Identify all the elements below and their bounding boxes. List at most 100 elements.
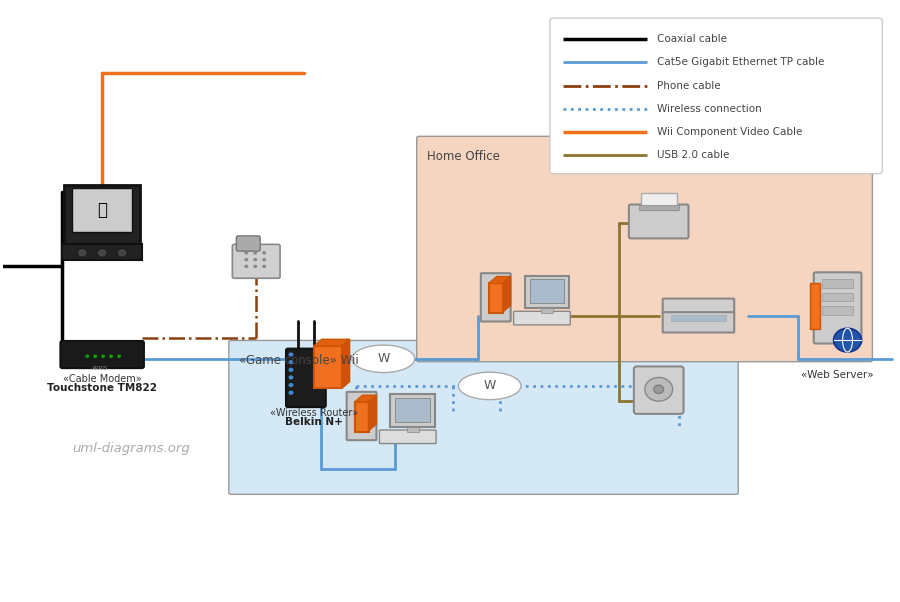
- Circle shape: [289, 352, 293, 356]
- Text: W: W: [377, 352, 390, 365]
- Circle shape: [653, 385, 663, 394]
- FancyBboxPatch shape: [346, 392, 376, 440]
- FancyBboxPatch shape: [550, 18, 882, 174]
- FancyBboxPatch shape: [62, 244, 142, 259]
- FancyBboxPatch shape: [615, 568, 659, 595]
- Circle shape: [253, 251, 257, 255]
- FancyBboxPatch shape: [639, 205, 679, 209]
- Polygon shape: [355, 396, 376, 402]
- Circle shape: [86, 355, 89, 358]
- Text: Cat5e Gigabit Ethernet TP cable: Cat5e Gigabit Ethernet TP cable: [657, 57, 824, 67]
- Text: uml-diagrams.org: uml-diagrams.org: [72, 442, 190, 455]
- FancyBboxPatch shape: [286, 349, 326, 407]
- Polygon shape: [489, 276, 510, 284]
- Text: Phone cable: Phone cable: [657, 81, 721, 91]
- Circle shape: [289, 360, 293, 364]
- FancyBboxPatch shape: [511, 566, 567, 598]
- Circle shape: [117, 355, 121, 358]
- FancyBboxPatch shape: [237, 236, 260, 251]
- FancyBboxPatch shape: [65, 185, 140, 244]
- FancyBboxPatch shape: [408, 583, 429, 602]
- FancyBboxPatch shape: [659, 565, 670, 600]
- FancyBboxPatch shape: [525, 276, 570, 308]
- FancyBboxPatch shape: [232, 244, 280, 278]
- Circle shape: [833, 328, 861, 352]
- FancyBboxPatch shape: [310, 600, 330, 602]
- Text: Home Office: Home Office: [427, 150, 500, 163]
- FancyBboxPatch shape: [641, 193, 677, 209]
- FancyBboxPatch shape: [529, 279, 564, 303]
- Circle shape: [289, 375, 293, 379]
- FancyBboxPatch shape: [814, 272, 861, 344]
- Polygon shape: [314, 340, 349, 346]
- Circle shape: [253, 258, 257, 261]
- Circle shape: [289, 391, 293, 395]
- FancyBboxPatch shape: [822, 293, 853, 301]
- FancyBboxPatch shape: [229, 340, 738, 494]
- FancyBboxPatch shape: [60, 341, 144, 368]
- Circle shape: [97, 249, 107, 257]
- FancyBboxPatch shape: [662, 299, 734, 314]
- FancyBboxPatch shape: [634, 367, 683, 414]
- Text: Coaxial cable: Coaxial cable: [657, 34, 727, 45]
- FancyBboxPatch shape: [391, 394, 435, 427]
- Circle shape: [244, 251, 248, 255]
- Polygon shape: [503, 276, 510, 312]
- FancyBboxPatch shape: [822, 279, 853, 288]
- FancyBboxPatch shape: [417, 136, 872, 362]
- FancyBboxPatch shape: [489, 284, 503, 313]
- FancyBboxPatch shape: [542, 308, 554, 313]
- FancyBboxPatch shape: [451, 583, 472, 602]
- FancyBboxPatch shape: [287, 593, 355, 602]
- FancyBboxPatch shape: [623, 600, 651, 602]
- FancyBboxPatch shape: [662, 312, 734, 332]
- FancyBboxPatch shape: [629, 205, 688, 238]
- Text: «Wireless Router»: «Wireless Router»: [270, 408, 358, 418]
- Text: USB 2.0 cable: USB 2.0 cable: [657, 150, 730, 160]
- FancyBboxPatch shape: [458, 591, 468, 602]
- FancyBboxPatch shape: [810, 282, 820, 329]
- Circle shape: [77, 249, 87, 257]
- Text: W: W: [483, 379, 496, 393]
- Text: Wireless connection: Wireless connection: [657, 104, 762, 114]
- Circle shape: [262, 258, 266, 261]
- FancyBboxPatch shape: [408, 427, 419, 432]
- Text: Belkin N+: Belkin N+: [285, 417, 343, 427]
- Circle shape: [289, 383, 293, 387]
- Circle shape: [244, 258, 248, 261]
- FancyBboxPatch shape: [414, 591, 424, 602]
- FancyBboxPatch shape: [670, 315, 726, 321]
- FancyBboxPatch shape: [507, 598, 572, 602]
- FancyBboxPatch shape: [481, 273, 510, 321]
- Text: «Game console» Wii: «Game console» Wii: [238, 354, 358, 367]
- Circle shape: [262, 265, 266, 268]
- FancyBboxPatch shape: [412, 588, 424, 602]
- Ellipse shape: [352, 345, 415, 373]
- Ellipse shape: [458, 372, 521, 400]
- FancyBboxPatch shape: [534, 568, 545, 592]
- Circle shape: [262, 251, 266, 255]
- FancyBboxPatch shape: [72, 188, 132, 232]
- Polygon shape: [368, 396, 376, 431]
- FancyBboxPatch shape: [355, 402, 368, 432]
- Circle shape: [117, 249, 127, 257]
- Circle shape: [644, 377, 672, 401]
- Circle shape: [289, 368, 293, 372]
- Text: Touchstone TM822: Touchstone TM822: [47, 383, 158, 393]
- Text: «Web Server»: «Web Server»: [801, 370, 874, 380]
- FancyBboxPatch shape: [395, 398, 430, 421]
- Text: ARRIS: ARRIS: [92, 367, 108, 371]
- FancyBboxPatch shape: [609, 565, 665, 600]
- Circle shape: [94, 355, 97, 358]
- Circle shape: [253, 265, 257, 268]
- FancyBboxPatch shape: [822, 306, 853, 315]
- Circle shape: [109, 355, 113, 358]
- FancyBboxPatch shape: [314, 346, 342, 388]
- Text: 👥: 👥: [97, 202, 107, 220]
- FancyBboxPatch shape: [516, 570, 563, 594]
- Circle shape: [101, 355, 105, 358]
- Polygon shape: [342, 340, 349, 388]
- FancyBboxPatch shape: [456, 588, 468, 602]
- Text: Wii Component Video Cable: Wii Component Video Cable: [657, 127, 803, 137]
- Circle shape: [244, 265, 248, 268]
